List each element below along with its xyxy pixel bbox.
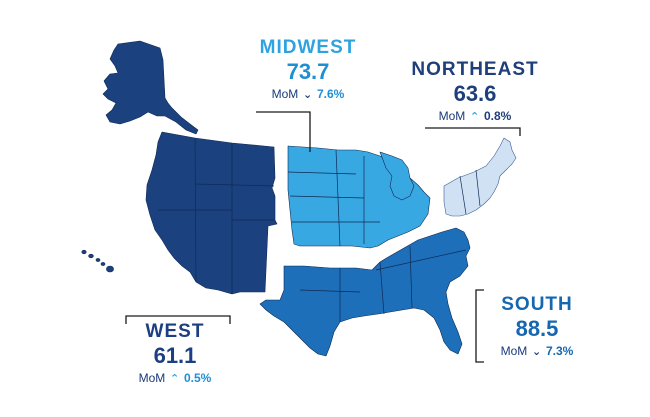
west-value: 61.1	[153, 343, 197, 368]
west-name: WEST	[145, 321, 205, 342]
midwest-name: MIDWEST	[259, 37, 357, 58]
midwest-value: 73.7	[286, 59, 330, 84]
leader-lines	[125, 111, 521, 363]
northeast-mom: MoM ⌃ 0.8%	[395, 110, 555, 123]
northeast-region	[443, 137, 517, 217]
west-mom-label: MoM	[138, 371, 166, 385]
west-mainland-shape	[145, 131, 278, 295]
south-mom-label: MoM	[500, 344, 528, 358]
south-leader-line	[475, 289, 484, 363]
midwest-mom: MoM ⌄ 7.6%	[228, 88, 388, 101]
west-label: WEST 61.1 MoM ⌃ 0.5%	[100, 322, 250, 385]
south-mom: MoM ⌄ 7.3%	[462, 345, 612, 358]
northeast-mom-label: MoM	[438, 109, 466, 123]
west-leader-line	[125, 315, 231, 324]
chevron-up-icon: ⌃	[170, 373, 180, 385]
south-label: SOUTH 88.5 MoM ⌄ 7.3%	[462, 295, 612, 358]
midwest-label: MIDWEST 73.7 MoM ⌄ 7.6%	[228, 38, 388, 101]
northeast-mainland-shape	[443, 137, 517, 217]
northeast-label: NORTHEAST 63.6 MoM ⌃ 0.8%	[395, 60, 555, 123]
michigan-shape	[379, 151, 415, 201]
south-mainland-shape	[259, 227, 471, 357]
west-change: 0.5%	[184, 371, 212, 385]
alaska-shape	[102, 40, 199, 135]
chevron-up-icon: ⌃	[470, 111, 480, 123]
hawaii-shape	[81, 249, 114, 273]
west-mom: MoM ⌃ 0.5%	[100, 372, 250, 385]
south-region	[259, 227, 471, 357]
midwest-leader-line	[256, 111, 311, 152]
northeast-name: NORTHEAST	[411, 59, 539, 80]
midwest-region	[287, 145, 431, 249]
midwest-mom-label: MoM	[271, 87, 299, 101]
northeast-change: 0.8%	[484, 109, 512, 123]
west-region	[81, 40, 278, 295]
northeast-leader-line	[425, 127, 521, 136]
midwest-change: 7.6%	[317, 87, 345, 101]
south-name: SOUTH	[501, 294, 573, 315]
south-value: 88.5	[515, 316, 559, 341]
state-borders	[158, 137, 481, 322]
south-change: 7.3%	[546, 344, 574, 358]
chevron-down-icon: ⌄	[532, 346, 542, 358]
chevron-down-icon: ⌄	[303, 89, 313, 101]
midwest-mainland-shape	[287, 145, 431, 249]
northeast-value: 63.6	[453, 81, 497, 106]
